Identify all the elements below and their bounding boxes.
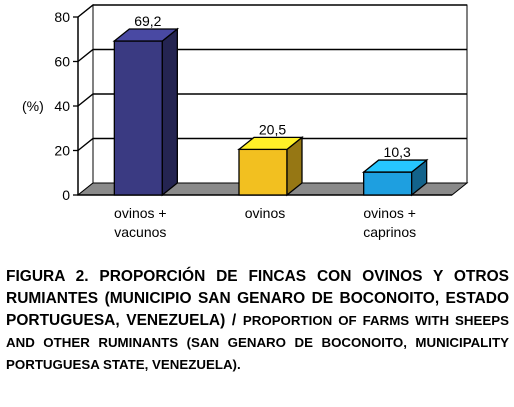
figure-caption: FIGURA 2. PROPORCIÓN DE FINCAS CON OVINO… — [6, 266, 509, 376]
gridline — [77, 48, 467, 63]
data-labels: 69,2 20,5 10,3 — [134, 13, 411, 160]
bar-top — [361, 159, 429, 173]
bar — [112, 27, 180, 197]
y-tick-label: 20 — [54, 143, 70, 159]
y-tick-label: 80 — [54, 9, 70, 25]
data-label: 69,2 — [134, 13, 161, 29]
bar — [361, 158, 429, 197]
y-tick-label: 60 — [54, 54, 70, 70]
data-label: 20,5 — [259, 121, 286, 137]
x-tick-label: ovinos + vacunos — [114, 205, 167, 240]
bar-side — [161, 27, 178, 197]
bar-top — [112, 28, 180, 42]
x-tick-labels: ovinos + vacunos ovinos ovinos + caprinos — [114, 205, 416, 240]
y-axis-label: (%) — [22, 98, 44, 114]
caption-spanish: FIGURA 2. PROPORCIÓN DE FINCAS CON OVINO… — [6, 268, 509, 329]
bar-front — [238, 148, 288, 196]
gridlines — [77, 4, 467, 152]
bar-front — [113, 40, 163, 196]
y-tick-label: 0 — [62, 187, 70, 203]
y-tick-label: 40 — [54, 98, 70, 114]
bar-front — [363, 171, 413, 196]
gridline — [77, 93, 467, 107]
bar-chart: 0 20 40 60 80 ovinos + vacunos ovinos ovinos + c… — [22, 3, 469, 240]
gridline — [77, 137, 467, 152]
y-tick-labels: 0 20 40 60 80 — [54, 9, 70, 203]
bar — [237, 136, 304, 197]
bar-top — [237, 136, 304, 151]
data-label: 10,3 — [384, 144, 411, 160]
gridline — [77, 4, 467, 18]
x-tick-label: ovinos — [245, 205, 285, 221]
x-tick-label: ovinos + caprinos — [363, 205, 416, 240]
bars — [112, 27, 429, 197]
caption-english: PROPORTION OF FARMS WITH SHEEPS AND OTHE… — [6, 313, 509, 372]
